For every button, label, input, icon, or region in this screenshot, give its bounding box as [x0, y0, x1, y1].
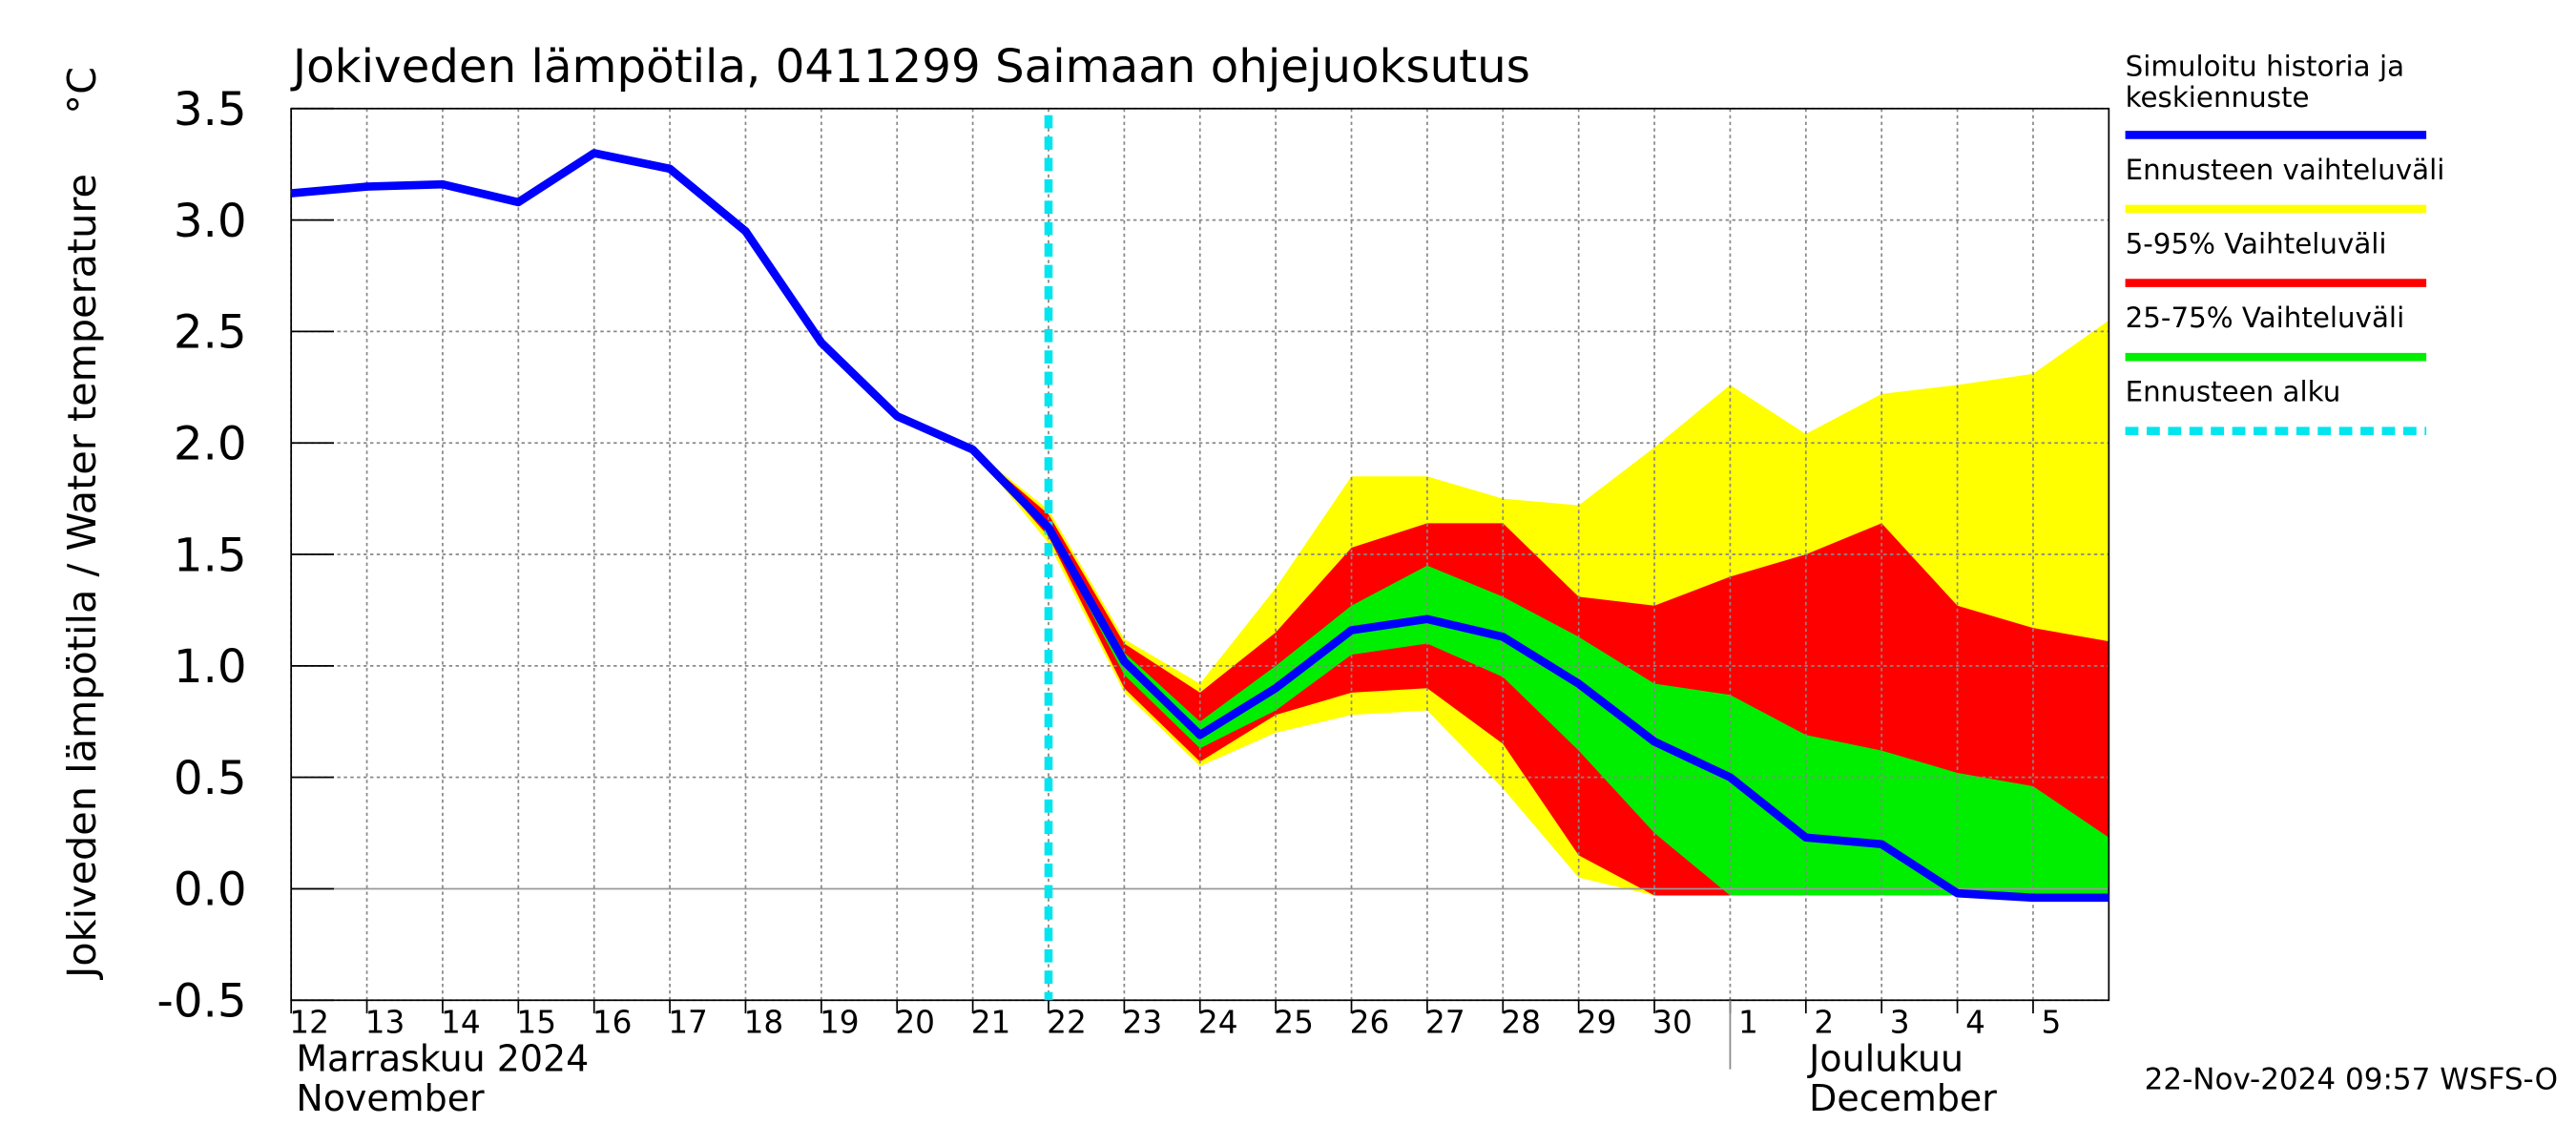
x-tick-label: 1 [1738, 1005, 1758, 1041]
x-tick-label: 22 [1047, 1005, 1087, 1041]
plot-frame [290, 107, 2110, 1002]
x-tick-label: 14 [441, 1005, 481, 1041]
x-tick-label: 3 [1890, 1005, 1910, 1041]
x-tick-label: 27 [1425, 1005, 1465, 1041]
x-tick-label: 13 [365, 1005, 405, 1041]
x-tick-label: 17 [668, 1005, 708, 1041]
y-tick-label: 1.0 [174, 640, 247, 694]
y-tick-label: 3.0 [174, 195, 247, 248]
x-tick-label: 16 [592, 1005, 633, 1041]
x-tick-label: 19 [820, 1005, 860, 1041]
chart-title: Jokiveden lämpötila, 0411299 Saimaan ohj… [290, 40, 1530, 94]
y-tick-label: 1.5 [174, 529, 247, 582]
x-tick-label: 25 [1274, 1005, 1314, 1041]
x-tick-label: 21 [971, 1005, 1011, 1041]
y-tick-label: 2.5 [174, 306, 247, 360]
timestamp: 22-Nov-2024 09:57 WSFS-O [2145, 1062, 2558, 1096]
month-label: November [296, 1077, 485, 1119]
x-tick-label: 26 [1350, 1005, 1390, 1041]
month-label: Marraskuu 2024 [296, 1037, 589, 1079]
x-tick-label: 29 [1577, 1005, 1617, 1041]
month-label: Joulukuu [1807, 1037, 1963, 1079]
legend-label: 25-75% Vaihteluväli [2125, 303, 2405, 336]
y-tick-label: 0.5 [174, 752, 247, 805]
month-label: December [1809, 1077, 1997, 1119]
y-tick-label: -0.5 [156, 975, 246, 1029]
series-line [290, 149, 2109, 903]
y-tick-label: 0.0 [174, 864, 247, 917]
legend-label: Simuloitu historia ja keskiennuste [2125, 52, 2405, 115]
legend-label: Ennusteen vaihteluväli [2125, 156, 2445, 188]
y-axis-unit: °C [59, 67, 105, 114]
legend-entry: 25-75% Vaihteluväli [2125, 303, 2405, 336]
x-tick-label: 20 [895, 1005, 935, 1041]
bands [972, 320, 2109, 896]
legend-label: Ennusteen alku [2125, 378, 2341, 410]
y-axis-label: Jokiveden lämpötila / Water temperature [59, 174, 105, 981]
legend-label: 5-95% Vaihteluväli [2125, 230, 2387, 262]
legend-entry: Simuloitu historia ja keskiennuste [2125, 52, 2405, 115]
legend-entry: Ennusteen vaihteluväli [2125, 156, 2445, 188]
x-tick-label: 28 [1501, 1005, 1541, 1041]
y-tick-label: 2.0 [174, 417, 247, 470]
legend-entry: Ennusteen alku [2125, 378, 2341, 410]
x-tick-label: 2 [1814, 1005, 1834, 1041]
legend-entry: 5-95% Vaihteluväli [2125, 230, 2387, 262]
x-tick-label: 5 [2042, 1005, 2062, 1041]
x-tick-label: 24 [1198, 1005, 1238, 1041]
x-tick-label: 23 [1122, 1005, 1162, 1041]
x-tick-label: 12 [289, 1005, 329, 1041]
x-tick-label: 18 [744, 1005, 784, 1041]
x-tick-label: 4 [1965, 1005, 1985, 1041]
x-tick-label: 30 [1652, 1005, 1693, 1041]
y-tick-label: 3.5 [174, 83, 247, 136]
x-tick-label: 15 [516, 1005, 556, 1041]
